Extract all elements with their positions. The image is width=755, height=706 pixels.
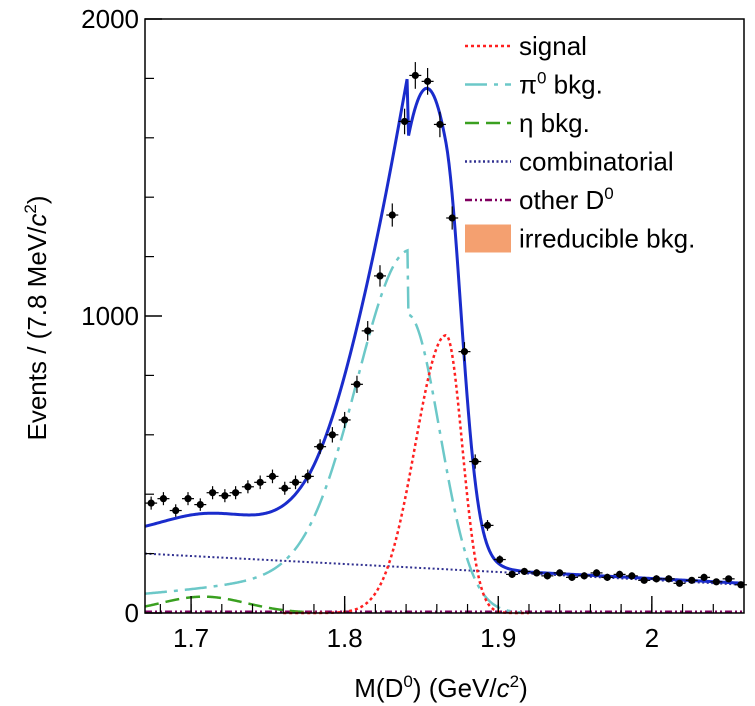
legend-item-signal: signal	[465, 31, 587, 61]
data-point	[590, 569, 603, 577]
data-point	[361, 321, 374, 341]
data-point	[493, 555, 506, 564]
data-point	[698, 573, 711, 581]
legend-item-other: other D0	[465, 184, 614, 215]
data-point	[433, 111, 446, 138]
data-point	[638, 576, 651, 584]
y-tick-label: 1000	[81, 301, 139, 331]
legend-label: π0 bkg.	[519, 69, 603, 100]
data-point	[289, 475, 302, 490]
data-points	[145, 62, 747, 589]
x-tick-label: 1.8	[327, 623, 363, 653]
legend-item-eta: η bkg.	[465, 108, 590, 138]
data-point	[553, 569, 566, 577]
data-point	[194, 498, 207, 511]
x-tick-label: 1.9	[480, 623, 516, 653]
y-tick-label: 0	[125, 598, 139, 628]
data-point	[338, 411, 351, 428]
data-point	[314, 439, 327, 455]
legend-label: irreducible bkg.	[519, 224, 695, 254]
signal-curve	[283, 334, 529, 615]
data-point	[206, 486, 219, 500]
data-point	[673, 579, 686, 587]
data-point	[266, 469, 279, 484]
data-point	[421, 68, 434, 95]
data-point	[650, 575, 663, 583]
data-point	[229, 486, 242, 500]
data-point	[710, 578, 723, 586]
data-point	[541, 572, 554, 580]
data-point	[218, 489, 231, 503]
data-point	[734, 581, 747, 589]
data-point	[145, 496, 158, 510]
plot-frame	[144, 18, 745, 614]
legend-item-pi0: π0 bkg.	[465, 69, 603, 100]
data-point	[386, 203, 399, 227]
data-point	[278, 481, 291, 495]
legend-item-irreducible: irreducible bkg.	[465, 224, 695, 254]
data-point	[254, 475, 267, 490]
data-point	[613, 570, 626, 578]
data-point	[685, 576, 698, 584]
x-axis-label: M(D0) (GeV/c2)	[354, 672, 528, 703]
data-point	[518, 567, 531, 576]
legend-label: η bkg.	[519, 108, 590, 138]
data-point	[722, 575, 735, 583]
data-point	[409, 62, 422, 89]
data-point	[169, 504, 182, 517]
y-axis-label: Events / (7.8 MeV/c2)	[21, 195, 52, 440]
eta-bkg-curve	[144, 595, 307, 614]
data-point	[530, 569, 543, 577]
data-point	[578, 572, 591, 580]
data-point	[301, 469, 314, 484]
x-tick-label: 1.7	[173, 623, 209, 653]
data-point	[469, 454, 482, 469]
data-point	[398, 108, 411, 135]
data-point	[506, 570, 519, 578]
data-point	[565, 573, 578, 581]
legend-label: signal	[519, 31, 587, 61]
legend-label: combinatorial	[519, 147, 674, 177]
x-tick-label: 2	[645, 623, 659, 653]
tick-labels: 1.7 1.8 1.9 2 0 1000 2000	[81, 4, 659, 653]
data-point	[625, 572, 638, 580]
data-point	[182, 492, 194, 506]
data-point	[326, 427, 339, 443]
legend-label: other D0	[519, 184, 614, 215]
data-point	[601, 573, 614, 581]
data-point	[374, 265, 386, 287]
data-point	[241, 480, 254, 494]
data-point	[446, 206, 459, 230]
pi0-bkg-curve	[144, 248, 522, 614]
data-point	[481, 520, 494, 531]
y-tick-label: 2000	[81, 4, 139, 34]
data-point	[350, 375, 363, 393]
axis-ticks	[145, 18, 714, 614]
data-point	[157, 492, 170, 506]
legend: signal π0 bkg. η bkg. combinatorial other D0…	[465, 31, 695, 254]
legend-item-comb: combinatorial	[465, 147, 674, 177]
legend-swatch	[465, 224, 511, 253]
data-point	[662, 575, 675, 583]
data-point	[458, 342, 471, 362]
